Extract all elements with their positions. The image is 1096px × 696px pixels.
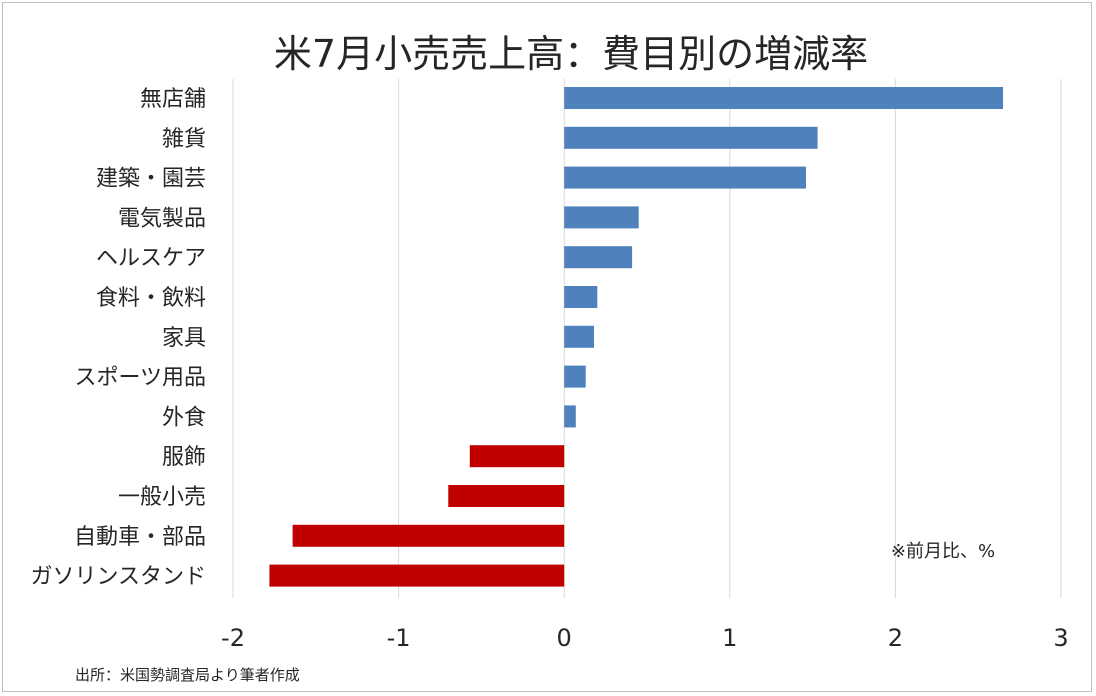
x-tick-label: 3 — [1053, 624, 1068, 652]
x-tick-label: 1 — [722, 624, 737, 652]
chart: 米7月小売売上高：費目別の増減率 無店舗雑貨建築・園芸電気製品ヘルスケア食料・飲… — [30, 32, 1069, 684]
category-labels: 無店舗雑貨建築・園芸電気製品ヘルスケア食料・飲料家具スポーツ用品外食服飾一般小売… — [30, 87, 206, 590]
category-label: 無店舗 — [140, 87, 206, 112]
bar — [564, 405, 576, 428]
x-tick-label: 2 — [888, 624, 903, 652]
bar — [564, 325, 595, 348]
category-label: ガソリンスタンド — [30, 565, 206, 590]
category-label: 雑貨 — [162, 127, 206, 152]
bar — [564, 365, 586, 388]
x-tick-labels: -2 -1 0 1 2 3 — [221, 624, 1069, 652]
x-tick-label: 0 — [557, 624, 572, 652]
bar — [564, 87, 1004, 109]
chart-title: 米7月小売売上高：費目別の増減率 — [274, 32, 868, 76]
category-label: ヘルスケア — [96, 246, 206, 271]
bar — [564, 126, 818, 149]
source-note: 出所：米国勢調査局より筆者作成 — [75, 666, 300, 684]
bar-layer — [269, 87, 1004, 587]
category-label: 家具 — [162, 326, 206, 351]
x-tick-label: -2 — [221, 624, 245, 652]
bar — [292, 524, 565, 547]
bar — [469, 445, 565, 468]
category-label: 外食 — [162, 405, 206, 430]
grid-layer — [232, 79, 1062, 598]
unit-note: ※前月比、% — [891, 541, 995, 562]
bar — [448, 485, 565, 507]
category-label: 自動車・部品 — [74, 525, 206, 550]
category-label: 服飾 — [162, 445, 206, 470]
category-label: 一般小売 — [118, 485, 206, 510]
bar — [564, 286, 598, 308]
category-label: 建築・園芸 — [96, 167, 206, 192]
category-label: 電気製品 — [118, 206, 206, 231]
x-tick-label: -1 — [387, 624, 411, 652]
category-label: スポーツ用品 — [74, 366, 206, 391]
category-label: 食料・飲料 — [96, 286, 206, 311]
bar — [269, 564, 565, 587]
bar — [564, 246, 633, 269]
bar — [564, 206, 639, 229]
bar — [564, 166, 806, 189]
